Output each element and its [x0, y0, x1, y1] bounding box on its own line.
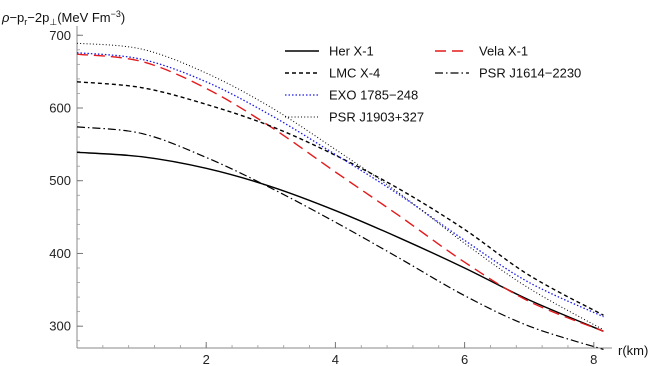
- series-line-psr-j1903-327: [76, 42, 604, 331]
- x-tick-label: 4: [332, 352, 339, 366]
- y-label-close: ): [121, 10, 125, 25]
- y-label-exp: −3: [111, 9, 121, 19]
- y-tick-label: 500: [49, 173, 71, 188]
- series-line-her-x-1: [76, 151, 604, 332]
- legend-label: Vela X-1: [479, 44, 528, 59]
- series-line-lmc-x-4: [76, 81, 604, 316]
- y-tick-label: 300: [49, 319, 71, 334]
- axes: 300 400 500 600 700 2 4 6 8: [49, 26, 612, 366]
- x-tick-label: 6: [461, 352, 468, 366]
- y-label-sub-r: r: [24, 17, 27, 27]
- x-axis-label: r(km): [618, 343, 648, 358]
- series-line-psr-j1614-2230: [76, 126, 604, 351]
- series-layer: [76, 42, 604, 351]
- y-label-part2: −2p: [27, 10, 49, 25]
- series-line-vela-x-1: [76, 53, 604, 332]
- series-line-exo-1785-248: [76, 52, 604, 318]
- legend-label: PSR J1614−2230: [479, 66, 581, 81]
- y-axis-label: ρ−pr−2p⊥(MeV Fm−3): [1, 9, 125, 27]
- y-tick-label: 600: [49, 100, 71, 115]
- legend-label: LMC X-4: [329, 66, 380, 81]
- legend-label: EXO 1785−248: [329, 88, 418, 103]
- y-label-part1: −p: [9, 10, 24, 25]
- y-tick-label: 700: [49, 28, 71, 43]
- y-tick-label: 400: [49, 246, 71, 261]
- y-label-sub-perp: ⊥: [49, 17, 57, 27]
- legend-label: Her X-1: [329, 44, 374, 59]
- y-label-unit: (MeV Fm: [57, 10, 110, 25]
- x-tick-label: 8: [590, 352, 597, 366]
- legend-label: PSR J1903+327: [329, 110, 424, 125]
- y-label-rho: ρ: [1, 10, 10, 25]
- legend: Her X-1 Vela X-1 LMC X-4 PSR J1614−2230 EXO …: [285, 44, 581, 125]
- x-tick-label: 2: [203, 352, 210, 366]
